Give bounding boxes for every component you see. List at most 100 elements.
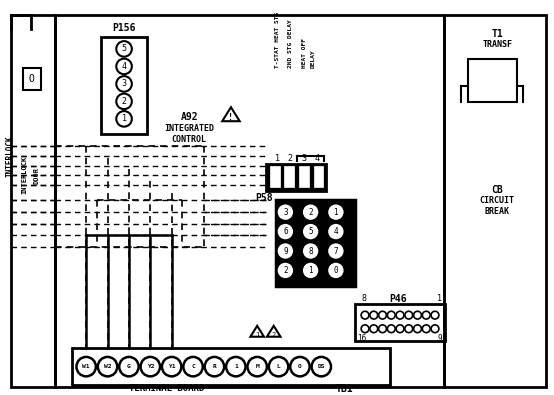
- Text: HEAT OFF: HEAT OFF: [302, 38, 307, 68]
- Circle shape: [378, 325, 386, 333]
- Circle shape: [327, 223, 345, 240]
- Text: 5: 5: [309, 227, 313, 236]
- Text: 1: 1: [309, 266, 313, 275]
- Circle shape: [422, 311, 430, 319]
- Text: !: !: [228, 113, 233, 122]
- Text: 1: 1: [437, 294, 442, 303]
- Text: T1: T1: [491, 29, 503, 40]
- Bar: [284, 166, 294, 187]
- Text: W2: W2: [104, 364, 111, 369]
- Text: 6: 6: [283, 227, 288, 236]
- Circle shape: [162, 357, 181, 376]
- Circle shape: [311, 357, 331, 376]
- Circle shape: [370, 311, 378, 319]
- Text: Y1: Y1: [168, 364, 176, 369]
- Circle shape: [414, 311, 422, 319]
- Text: 3: 3: [121, 79, 126, 88]
- Circle shape: [119, 357, 138, 376]
- Circle shape: [302, 242, 319, 260]
- Text: TRANSF: TRANSF: [482, 40, 512, 49]
- Text: 7: 7: [334, 246, 338, 256]
- Text: TB1: TB1: [336, 384, 353, 394]
- Text: 2: 2: [271, 331, 276, 338]
- Polygon shape: [267, 326, 280, 337]
- Circle shape: [431, 325, 439, 333]
- Text: 9: 9: [438, 334, 442, 343]
- Circle shape: [98, 357, 117, 376]
- Text: W1: W1: [83, 364, 90, 369]
- Bar: [299, 166, 309, 187]
- Circle shape: [116, 76, 132, 92]
- Text: 2: 2: [288, 154, 293, 163]
- Circle shape: [327, 203, 345, 221]
- Text: DS: DS: [317, 364, 325, 369]
- Bar: [11, 15, 55, 387]
- Circle shape: [431, 311, 439, 319]
- Text: P46: P46: [389, 293, 407, 304]
- Text: BREAK: BREAK: [485, 207, 510, 216]
- Circle shape: [269, 357, 288, 376]
- Circle shape: [422, 325, 430, 333]
- Text: DOOR: DOOR: [34, 167, 40, 184]
- Bar: [444, 15, 546, 387]
- Bar: [23, 68, 40, 90]
- Circle shape: [302, 262, 319, 279]
- Text: TERMINAL BOARD: TERMINAL BOARD: [129, 384, 204, 393]
- Circle shape: [116, 41, 132, 57]
- Text: INTERLOCK: INTERLOCK: [21, 156, 27, 194]
- Circle shape: [370, 325, 378, 333]
- Circle shape: [414, 325, 422, 333]
- Text: O: O: [29, 74, 35, 84]
- Bar: [266, 164, 326, 191]
- Text: 1: 1: [275, 154, 280, 163]
- Circle shape: [276, 203, 294, 221]
- Text: CIRCUIT: CIRCUIT: [480, 196, 515, 205]
- Circle shape: [387, 325, 395, 333]
- Text: M: M: [255, 364, 259, 369]
- Text: 1: 1: [334, 208, 338, 216]
- Text: 2: 2: [121, 97, 126, 106]
- Circle shape: [387, 311, 395, 319]
- Circle shape: [226, 357, 245, 376]
- Circle shape: [141, 357, 160, 376]
- Polygon shape: [250, 326, 264, 337]
- Circle shape: [302, 203, 319, 221]
- Circle shape: [276, 262, 294, 279]
- Circle shape: [76, 357, 96, 376]
- Text: P58: P58: [255, 193, 273, 203]
- Text: 5: 5: [121, 44, 126, 53]
- Circle shape: [327, 262, 345, 279]
- Text: 8: 8: [362, 294, 367, 303]
- Circle shape: [405, 325, 413, 333]
- Text: 1: 1: [255, 331, 259, 338]
- Bar: [468, 58, 517, 102]
- Circle shape: [248, 357, 267, 376]
- Text: INTERLOCK: INTERLOCK: [5, 135, 14, 177]
- Text: CB: CB: [491, 185, 503, 195]
- Text: R: R: [213, 364, 216, 369]
- Bar: [71, 348, 391, 385]
- Text: 16: 16: [357, 334, 367, 343]
- Circle shape: [183, 357, 203, 376]
- Circle shape: [205, 357, 224, 376]
- Text: 9: 9: [283, 246, 288, 256]
- Circle shape: [396, 325, 404, 333]
- Text: G: G: [127, 364, 131, 369]
- Circle shape: [116, 111, 132, 127]
- Text: L: L: [276, 364, 280, 369]
- Circle shape: [276, 242, 294, 260]
- Circle shape: [361, 325, 369, 333]
- Text: 4: 4: [121, 62, 126, 71]
- Text: 3: 3: [283, 208, 288, 216]
- Circle shape: [361, 311, 369, 319]
- Circle shape: [290, 357, 310, 376]
- Text: 2ND STG DELAY: 2ND STG DELAY: [288, 20, 293, 68]
- Circle shape: [116, 58, 132, 74]
- Bar: [101, 37, 147, 134]
- Bar: [276, 201, 355, 286]
- Text: T-STAT HEAT STG: T-STAT HEAT STG: [275, 12, 280, 68]
- Text: DELAY: DELAY: [311, 50, 316, 68]
- Bar: [270, 166, 280, 187]
- Text: 4: 4: [334, 227, 338, 236]
- Text: CONTROL: CONTROL: [172, 135, 207, 144]
